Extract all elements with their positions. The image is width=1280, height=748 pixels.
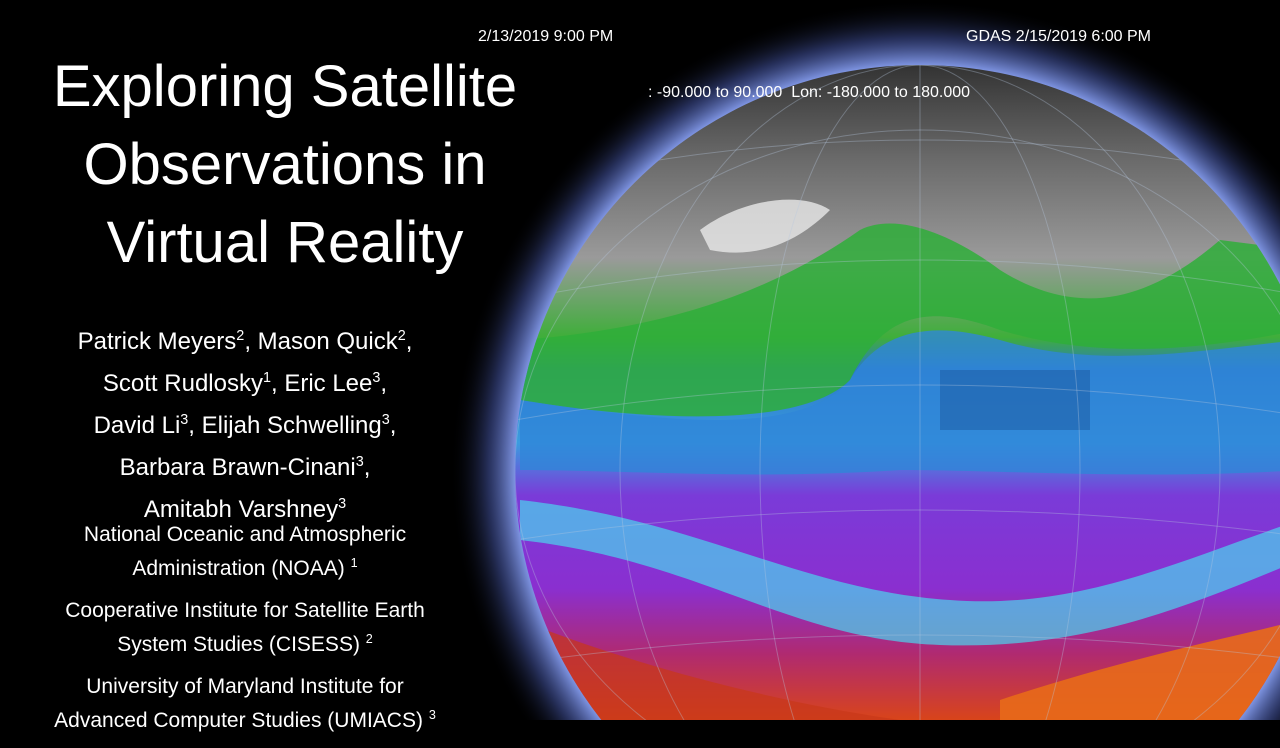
affiliation-text: Advanced Computer Studies (UMIACS) — [54, 709, 429, 732]
author-name: Patrick Meyers — [77, 328, 237, 355]
author-name: Scott Rudlosky — [102, 370, 263, 397]
author-line: Barbara Brawn-Cinani3, — [20, 444, 470, 486]
slide: {"overlay": {"date_left": "2/13/2019 9:0… — [20, 0, 1280, 732]
affiliation-text: Administration (NOAA) — [132, 557, 351, 580]
affiliations: National Oceanic and Atmospheric Administ… — [10, 520, 480, 748]
authors: Patrick Meyers2, Mason Quick2, Scott Rudl… — [20, 318, 470, 528]
affiliation-mark: 3 — [338, 496, 347, 512]
affiliation-mark: 3 — [180, 412, 189, 428]
affiliation-text: National Oceanic and Atmospheric — [83, 523, 407, 546]
affiliation-mark: 3 — [381, 412, 390, 428]
title-line: Observations in — [83, 132, 487, 197]
affiliation: Cooperative Institute for Satellite Eart… — [10, 596, 480, 659]
author-name: Amitabh Varshney — [143, 496, 339, 523]
affiliation-line: Cooperative Institute for Satellite Eart… — [10, 596, 480, 625]
affiliation-line: National Oceanic and Atmospheric — [10, 520, 480, 549]
affiliation-line: Administration (NOAA) 1 — [10, 549, 480, 583]
author-line: Scott Rudlosky1, Eric Lee3, — [20, 360, 470, 402]
affiliation-mark: 2 — [236, 328, 245, 344]
author-name: , — [389, 412, 397, 439]
author-name: , — [363, 454, 371, 481]
affiliation-line: University of Maryland Institute for — [10, 672, 480, 701]
date-left: 2/13/2019 9:00 PM — [478, 28, 614, 45]
affiliation-text: Cooperative Institute for Satellite Eart… — [65, 599, 425, 622]
affiliation-mark: 1 — [350, 556, 358, 570]
date-right: GDAS 2/15/2019 6:00 PM — [966, 28, 1151, 45]
title: Exploring Satellite Observations in Virtua… — [20, 48, 550, 282]
author-name: , Elijah Schwelling — [188, 412, 382, 439]
affiliation-mark: 1 — [262, 370, 271, 386]
affiliation: University of Maryland Institute for Adva… — [10, 672, 480, 735]
author-name: David Li — [93, 412, 181, 439]
title-line: Virtual Reality — [106, 210, 464, 275]
author-name: , Eric Lee — [271, 370, 373, 397]
author-line: Amitabh Varshney3 — [20, 486, 470, 528]
affiliation-line: System Studies (CISESS) 2 — [10, 625, 480, 659]
author-name: Barbara Brawn-Cinani — [119, 454, 356, 481]
title-line: Exploring Satellite — [52, 54, 518, 119]
affiliation-mark: 3 — [372, 370, 381, 386]
author-name: , — [405, 328, 413, 355]
affiliation-mark: 2 — [365, 632, 373, 646]
affiliation-line: Advanced Computer Studies (UMIACS) 3 — [10, 701, 480, 735]
affiliation-text: System Studies (CISESS) — [117, 633, 366, 656]
range-label: : -90.000 to 90.000 Lon: -180.000 to 180… — [648, 84, 971, 101]
author-line: David Li3, Elijah Schwelling3, — [20, 402, 470, 444]
affiliation-mark: 3 — [355, 454, 364, 470]
affiliation-mark: 3 — [428, 708, 436, 722]
globe-image — [450, 0, 1280, 720]
affiliation-mark: 2 — [397, 328, 406, 344]
author-line: Patrick Meyers2, Mason Quick2, — [20, 318, 470, 360]
affiliation: National Oceanic and Atmospheric Administ… — [10, 520, 480, 583]
author-name: , Mason Quick — [244, 328, 398, 355]
author-name: , — [380, 370, 388, 397]
affiliation-text: University of Maryland Institute for — [86, 675, 404, 698]
